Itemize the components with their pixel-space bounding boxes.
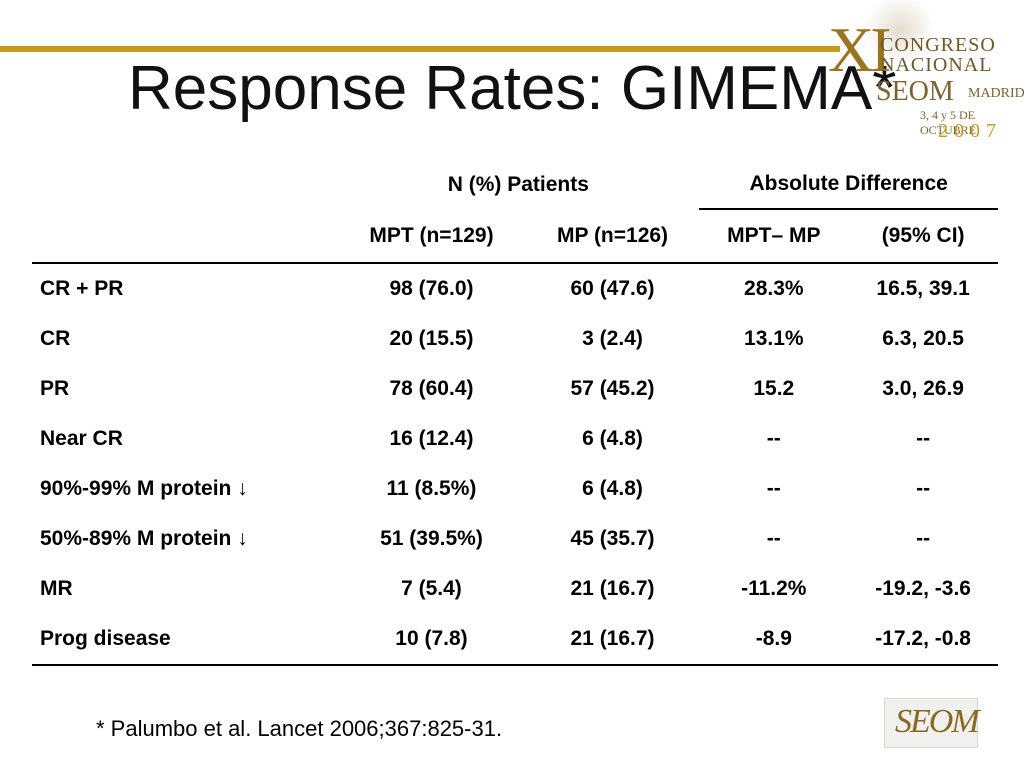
row-label: Prog disease <box>32 614 338 666</box>
cell-mpt: 98 (76.0) <box>389 277 474 300</box>
cell-ci: -17.2, -0.8 <box>848 614 998 666</box>
group-header-patients: N (%) Patients <box>447 172 589 196</box>
table-row: CR + PR 98 (76.0) 60 (47.6) 28.3% 16.5, … <box>32 263 998 314</box>
cell-mpt: 11 (8.5%) <box>386 477 477 500</box>
cell-difference: 15.2 <box>753 377 795 400</box>
logo-line-congreso: CONGRESO <box>880 34 996 56</box>
cell-difference: -11.2% <box>741 577 807 600</box>
seom-footer-logo: SEOM <box>884 698 980 748</box>
slide-title: Response Rates: GIMEMA* <box>128 54 897 123</box>
column-header-label <box>32 209 338 264</box>
cell-ci: 16.5, 39.1 <box>876 277 970 300</box>
table-row: Near CR 16 (12.4) 6 (4.8) -- -- <box>32 414 998 464</box>
cell-mp: 57 (45.2) <box>570 377 655 400</box>
column-header-difference: MPT– MP <box>699 209 849 264</box>
cell-difference: -- <box>766 477 781 500</box>
cell-ci: 3.0, 26.9 <box>882 377 964 400</box>
cell-mpt: 10 (7.8) <box>337 614 526 666</box>
column-header-row: MPT (n=129) MP (n=126) MPT– MP (95% CI) <box>32 209 998 264</box>
logo-dates: 3, 4 y 5 DE OCTUBRE <box>920 108 977 137</box>
table-row: PR 78 (60.4) 57 (45.2) 15.2 3.0, 26.9 <box>32 364 998 414</box>
logo-numeral: XI <box>828 14 892 85</box>
logo-brand: SEOM <box>876 76 954 107</box>
cell-difference: 13.1% <box>744 327 804 350</box>
row-label: MR <box>40 577 73 600</box>
cell-mp: 21 (16.7) <box>525 614 700 666</box>
table-row: CR 20 (15.5) 3 (2.4) 13.1% 6.3, 20.5 <box>32 314 998 364</box>
congress-logo: XI CONGRESO NACIONAL SEOM MADRID 3, 4 y … <box>820 0 1024 150</box>
table-row: Prog disease 10 (7.8) 21 (16.7) -8.9 -17… <box>32 614 998 666</box>
cell-mp: 6 (4.8) <box>582 477 643 500</box>
logo-line-nacional: NACIONAL <box>880 54 993 76</box>
cell-mpt: 51 (39.5%) <box>380 527 483 550</box>
logo-city: MADRID <box>968 86 1024 101</box>
cell-ci: 6.3, 20.5 <box>882 327 964 350</box>
column-header-ci: (95% CI) <box>848 209 998 264</box>
response-rates-table: N (%) Patients Absolute Difference MPT (… <box>32 160 998 666</box>
cell-difference: -- <box>766 527 781 550</box>
cell-mpt: 7 (5.4) <box>401 577 462 600</box>
cell-mp: 21 (16.7) <box>570 577 655 600</box>
group-header-row: N (%) Patients Absolute Difference <box>32 160 998 210</box>
seom-footer-logo-text: SEOM <box>895 703 980 740</box>
cell-mp: 45 (35.7) <box>570 527 655 550</box>
row-label: Near CR <box>40 427 123 450</box>
cell-mpt: 20 (15.5) <box>389 327 474 350</box>
row-label: PR <box>40 377 70 400</box>
cell-mpt: 16 (12.4) <box>389 427 474 450</box>
logo-year: 2007 <box>938 120 1002 142</box>
logo-faded-emblem <box>860 0 940 60</box>
column-header-mp: MP (n=126) <box>525 209 700 264</box>
row-label: CR <box>40 327 71 350</box>
cell-ci: -- <box>916 477 931 500</box>
row-label: 90%-99% M protein ↓ <box>40 477 248 500</box>
cell-ci: -- <box>916 427 931 450</box>
title-underline-rule <box>0 46 840 52</box>
group-header-abs-diff: Absolute Difference <box>699 160 998 210</box>
table-row: 90%-99% M protein ↓ 11 (8.5%) 6 (4.8) --… <box>32 464 998 514</box>
cell-mp: 6 (4.8) <box>582 427 643 450</box>
cell-ci: -19.2, -3.6 <box>875 577 971 600</box>
cell-mp: 60 (47.6) <box>570 277 655 300</box>
row-label: 50%-89% M protein ↓ <box>40 527 248 550</box>
column-header-mpt: MPT (n=129) <box>337 209 526 264</box>
cell-difference: -- <box>766 427 781 450</box>
cell-mpt: 78 (60.4) <box>389 377 474 400</box>
cell-ci: -- <box>916 527 931 550</box>
cell-difference: 28.3% <box>744 277 804 300</box>
row-label: CR + PR <box>40 277 124 300</box>
table-row: 50%-89% M protein ↓ 51 (39.5%) 45 (35.7)… <box>32 514 998 564</box>
group-header-empty <box>32 160 337 209</box>
cell-difference: -8.9 <box>699 614 849 666</box>
cell-mp: 3 (2.4) <box>582 327 643 350</box>
citation-footnote: * Palumbo et al. Lancet 2006;367:825-31. <box>96 716 503 741</box>
table-row: MR 7 (5.4) 21 (16.7) -11.2% -19.2, -3.6 <box>32 564 998 614</box>
